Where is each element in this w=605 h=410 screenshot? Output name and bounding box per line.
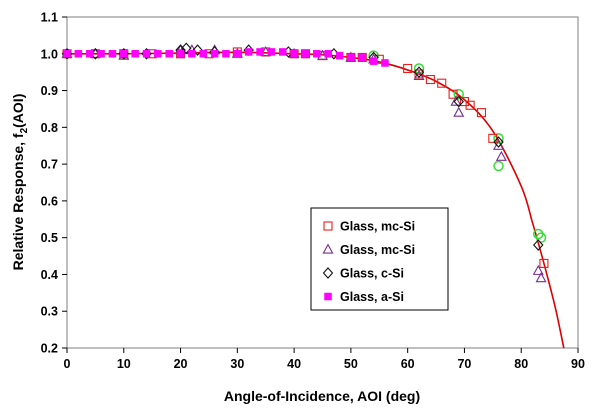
data-point [313,50,321,58]
data-point [335,51,344,60]
fit-curve [66,51,565,349]
data-point [453,88,465,100]
y-axis-label-main: Relative Response, f [10,133,26,270]
data-point [210,50,219,58]
y-tick-label: 1.1 [41,11,58,25]
data-point [233,50,242,58]
x-tick-label: 70 [457,357,471,371]
data-point [85,50,94,58]
y-tick-label: 0.7 [41,158,58,172]
data-point [465,100,475,110]
y-axis-label-tail: (AOI) [10,94,26,128]
data-point [495,150,507,161]
data-point [74,50,83,58]
legend-label: Glass, mc-Si [340,220,415,234]
series-4 [368,50,547,243]
y-tick-label: 0.2 [41,342,58,356]
data-point [180,42,192,55]
data-point [493,136,504,148]
legend-marker [324,292,332,301]
data-point [358,53,366,62]
data-point [108,50,117,58]
data-point [493,133,504,144]
x-tick-label: 10 [117,357,131,371]
data-point [290,50,298,58]
data-point [437,78,447,88]
data-point [453,95,465,108]
data-point [539,258,549,268]
y-tick-label: 1.0 [41,47,58,61]
data-point [279,48,287,56]
data-point [453,106,465,117]
data-point [357,52,367,63]
data-point [324,50,332,58]
data-point [535,272,547,283]
data-point [176,50,185,58]
data-point [425,74,435,85]
y-axis-label-subscript: 2 [19,127,30,133]
data-point [381,59,389,67]
data-point [535,232,547,243]
x-tick-label: 90 [571,357,585,371]
data-point [188,50,196,58]
x-tick-label: 50 [344,357,358,371]
data-point [222,50,230,58]
data-point [199,50,208,58]
x-tick-label: 20 [174,357,188,371]
data-point [142,50,151,58]
x-tick-label: 80 [514,357,528,371]
legend-marker [322,267,334,279]
x-tick-label: 0 [64,357,71,371]
legend-label: Glass, a-Si [340,290,404,304]
legend-label: Glass, c-Si [340,267,404,281]
data-point [533,239,544,251]
data-point [369,57,378,65]
legend-label: Glass, mc-Si [340,243,415,257]
y-tick-label: 0.9 [41,84,58,98]
y-tick-label: 0.5 [41,231,58,245]
data-point [154,50,162,58]
data-point [448,89,458,99]
data-point [532,264,544,275]
data-point [413,63,425,74]
data-point [244,48,253,56]
legend: Glass, mc-Si Glass, mc-Si Glass, c-Si Glass… [310,207,449,311]
legend-box [310,207,449,311]
x-tick-label: 40 [287,357,301,371]
x-tick-label: 30 [230,357,244,371]
data-point [300,49,311,59]
data-point [97,50,105,58]
legend-marker [323,221,333,231]
data-point [267,48,276,56]
data-point [403,63,413,74]
y-tick-label: 0.6 [41,194,58,208]
fit-curve-layer [66,51,565,349]
data-point [413,66,425,78]
data-point [192,44,203,56]
y-tick-label: 0.4 [41,268,58,282]
data-point [256,48,264,56]
data-point [63,50,71,58]
y-tick-label: 0.8 [41,121,58,135]
x-axis-label: Angle-of-Incidence, AOI (deg) [224,388,420,404]
data-point [120,50,128,58]
y-tick-label: 0.3 [41,305,58,319]
series-3 [63,48,389,67]
x-tick-label: 60 [401,357,415,371]
axes: 0 10 20 30 40 50 60 70 80 90 0.2 0.3 0.4 0.5 0.6 0.7 0.8… [41,11,585,372]
data-point [301,50,310,58]
data-point [493,160,504,172]
data-points [61,42,549,283]
data-point [165,50,173,58]
data-point [131,50,139,58]
data-point [476,108,487,118]
y-axis-label: Relative Response, f2(AOI) [10,94,30,271]
data-point [450,95,462,106]
data-point [347,53,355,62]
legend-marker [322,243,334,254]
